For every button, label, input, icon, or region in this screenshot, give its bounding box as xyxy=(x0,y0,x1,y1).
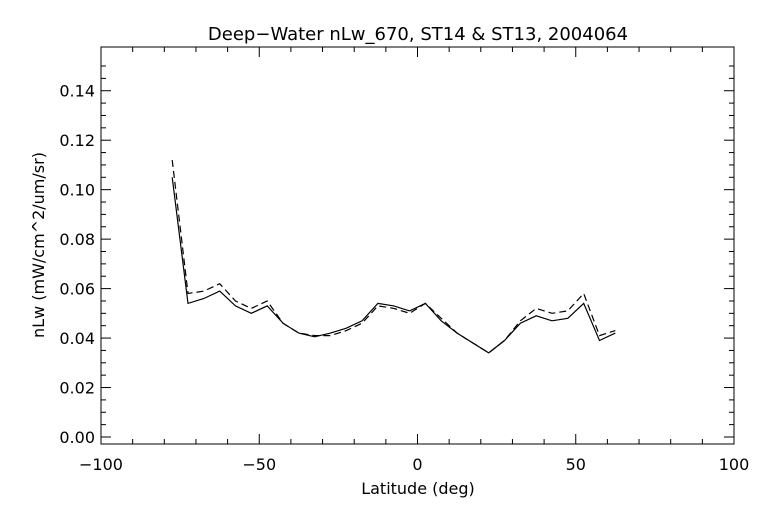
y-tick-label: 0.08 xyxy=(59,230,95,249)
y-tick-label: 0.06 xyxy=(59,280,95,299)
series-line-dashed xyxy=(171,159,616,354)
chart-title: Deep−Water nLw_670, ST14 & ST13, 2004064 xyxy=(208,24,628,45)
y-tick-label: 0.10 xyxy=(59,181,95,200)
y-tick-labels: 0.00 0.02 0.04 0.06 0.08 0.10 0.12 0.14 xyxy=(59,82,95,447)
x-axis-label: Latitude (deg) xyxy=(361,479,475,498)
series-lines xyxy=(171,159,616,354)
x-tick-labels: −100 −50 0 50 100 xyxy=(79,455,749,474)
y-tick-label: 0.04 xyxy=(59,329,95,348)
y-tick-label: 0.00 xyxy=(59,428,95,447)
plot-area-frame xyxy=(100,46,735,445)
x-tick-label: 0 xyxy=(412,455,422,474)
y-tick-label: 0.12 xyxy=(59,131,95,150)
x-tick-label: 100 xyxy=(719,455,750,474)
x-tick-label: −100 xyxy=(79,455,123,474)
y-tick-label: 0.02 xyxy=(59,379,95,398)
series-line-solid xyxy=(171,177,616,354)
y-axis-label: nLw (mW/cm^2/um/sr) xyxy=(29,152,48,338)
x-tick-label: 50 xyxy=(566,455,586,474)
y-tick-label: 0.14 xyxy=(59,82,95,101)
x-tick-label: −50 xyxy=(242,455,276,474)
axis-ticks xyxy=(100,47,735,444)
